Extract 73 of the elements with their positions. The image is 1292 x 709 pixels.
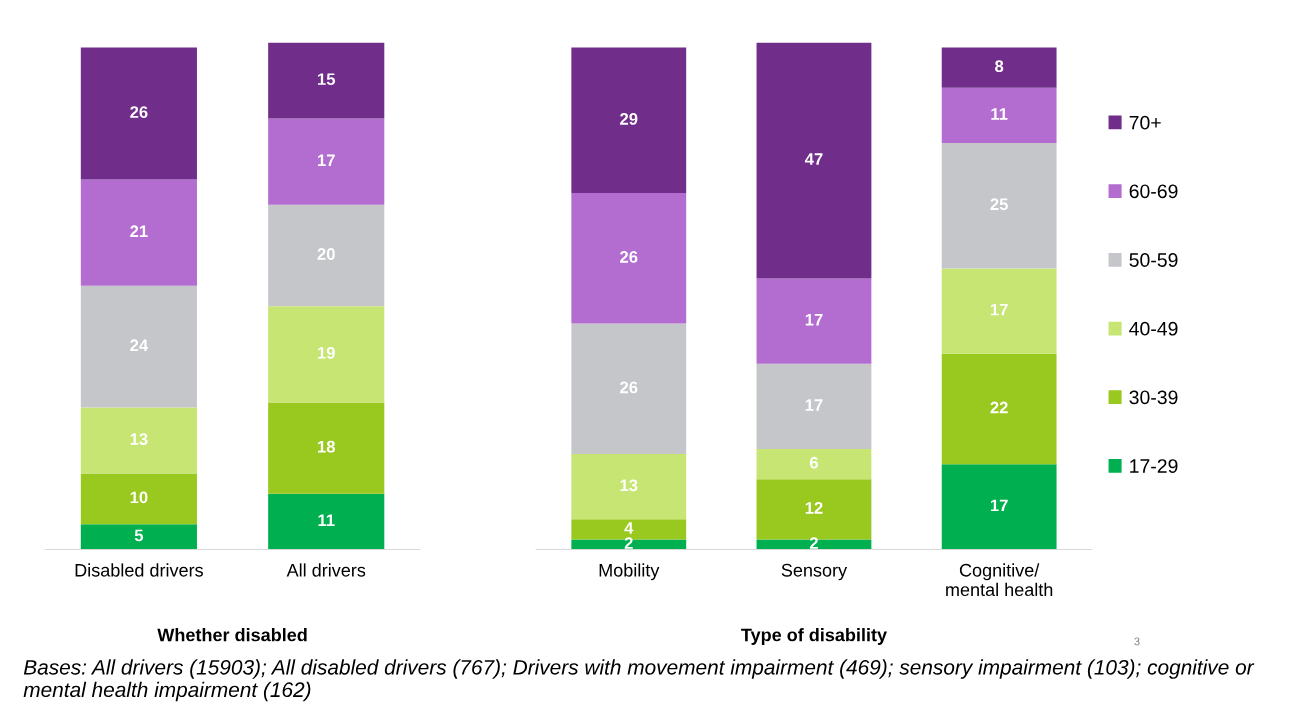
data-label: 13	[620, 479, 638, 492]
data-label: 29	[620, 113, 638, 125]
data-label: 17	[318, 154, 335, 166]
bar	[268, 402, 385, 494]
data-label: 17	[990, 499, 1008, 512]
legend-label: 70+	[1129, 115, 1161, 130]
bar	[571, 323, 687, 455]
data-label: 11	[991, 108, 1008, 120]
bar	[756, 278, 872, 364]
x-tick-label: All drivers	[286, 563, 366, 577]
data-label: 6	[809, 456, 818, 469]
bar	[941, 47, 1057, 88]
data-label: 18	[318, 440, 335, 453]
data-label: 25	[990, 198, 1008, 211]
data-label: 20	[317, 248, 335, 260]
legend-label: 60-69	[1129, 184, 1178, 199]
data-label: 24	[130, 339, 149, 352]
data-label: 13	[130, 433, 148, 445]
bar	[268, 118, 385, 205]
data-label: 21	[130, 225, 148, 237]
bar	[268, 493, 385, 550]
data-label: 17	[805, 313, 823, 326]
x-tick-label: Sensory	[781, 563, 848, 581]
data-label: 15	[318, 73, 336, 86]
x-axis-title: Type of disability	[741, 628, 887, 645]
bar	[571, 47, 687, 194]
x-tick-label: Mobility	[599, 563, 660, 581]
bar	[80, 47, 197, 180]
bar	[268, 204, 385, 307]
bar	[80, 473, 197, 525]
data-label: 8	[995, 60, 1004, 73]
data-label: 2	[809, 537, 818, 549]
data-label: 19	[318, 346, 335, 359]
legend-label: 17-29	[1130, 459, 1178, 473]
bar	[571, 454, 687, 520]
bar	[756, 449, 872, 480]
bar	[941, 464, 1057, 550]
data-label: 17	[805, 399, 823, 411]
text: 3	[1134, 637, 1140, 646]
bar	[941, 87, 1057, 143]
bar	[571, 539, 687, 550]
bar	[268, 306, 385, 403]
bar	[80, 524, 197, 550]
data-label: 26	[620, 381, 638, 394]
bar	[756, 42, 872, 279]
bar	[80, 179, 197, 286]
bar	[756, 539, 872, 550]
bar	[756, 363, 872, 450]
data-label: 5	[134, 529, 144, 542]
data-label: 26	[620, 251, 638, 263]
bar	[941, 268, 1057, 354]
data-label: 26	[130, 106, 148, 118]
bar	[941, 353, 1057, 465]
data-label: 22	[990, 401, 1008, 414]
data-label: 4	[624, 522, 634, 534]
bar	[941, 142, 1057, 269]
data-label: 10	[130, 491, 148, 504]
x-axis-title: Whether disabled	[157, 628, 307, 642]
data-label: 11	[318, 514, 335, 526]
x-tick-label: Cognitive/ mental health	[946, 563, 1053, 597]
bar	[80, 407, 197, 474]
bar	[80, 285, 197, 408]
x-tick-label: Disabled drivers	[75, 563, 203, 577]
legend-label: 40-49	[1129, 321, 1178, 336]
bar	[571, 193, 687, 324]
text: Bases: All drivers (15903); All disabled drivers (767); Drivers with movement impairment (469); sensory impairment (103); cognitive or mental health impairment (162)	[23, 659, 1255, 702]
legend-label: 30-39	[1129, 390, 1178, 405]
data-label: 17	[990, 303, 1008, 316]
bar	[268, 42, 385, 119]
legend-label: 50-59	[1129, 253, 1178, 267]
data-label: 47	[804, 153, 823, 165]
data-label: 2	[624, 537, 633, 549]
data-label: 12	[805, 501, 823, 514]
